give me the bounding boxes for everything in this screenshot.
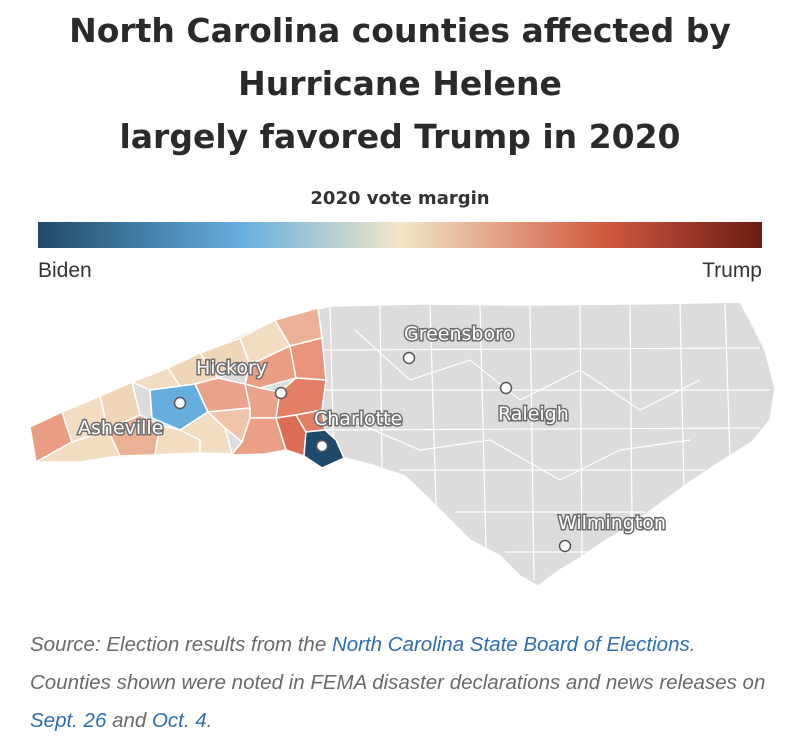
source-middle: . Counties shown were noted in FEMA disa… [30, 633, 766, 694]
county-mid-2 [244, 344, 297, 389]
title-line-2: Hurricane Helene [238, 64, 562, 103]
source-end: . [206, 709, 213, 732]
raleigh-label: Raleigh [498, 403, 569, 425]
source-link-sept-26[interactable]: Sept. 26 [30, 709, 107, 732]
legend-color-bar [38, 222, 762, 248]
raleigh-marker [499, 381, 513, 395]
source-and: and [106, 709, 152, 732]
asheville-label: Asheville [78, 417, 163, 439]
wilmington-label: Wilmington [558, 512, 666, 534]
asheville-marker [173, 396, 187, 410]
legend-label-trump: Trump [702, 259, 762, 282]
legend-gradient [38, 222, 762, 248]
city-labels: Greensboro Hickory Asheville Charlotte R… [77, 322, 668, 536]
source-prefix: Source: Election results from the [30, 633, 332, 656]
hickory-marker [274, 386, 288, 400]
city-markers [173, 351, 572, 553]
nc-map-svg: Greensboro Hickory Asheville Charlotte R… [29, 301, 776, 587]
greensboro-marker [402, 351, 416, 365]
chart-title: North Carolina counties affected by Hurr… [0, 4, 800, 163]
source-link-oct-4[interactable]: Oct. 4 [151, 709, 207, 732]
hickory-label: Hickory [196, 357, 267, 379]
legend-title: 2020 vote margin [310, 188, 490, 209]
greensboro-label: Greensboro [404, 323, 514, 345]
source-note: Source: Election results from the North … [30, 626, 780, 740]
title-line-3: largely favored Trump in 2020 [119, 117, 681, 156]
county-borders [319, 303, 770, 581]
nc-county-map: Greensboro Hickory Asheville Charlotte R… [0, 290, 800, 620]
title-line-1: North Carolina counties affected by [69, 11, 731, 50]
county-mid-6 [230, 417, 287, 456]
county-west-3 [33, 429, 122, 463]
wilmington-marker [558, 539, 572, 553]
affected-counties [29, 307, 345, 469]
charlotte-label: Charlotte [314, 408, 402, 430]
source-link-board-of-elections[interactable]: North Carolina State Board of Elections [331, 633, 690, 656]
legend-label-biden: Biden [38, 259, 92, 282]
charlotte-marker [315, 439, 329, 453]
county-mid-3 [289, 337, 327, 381]
